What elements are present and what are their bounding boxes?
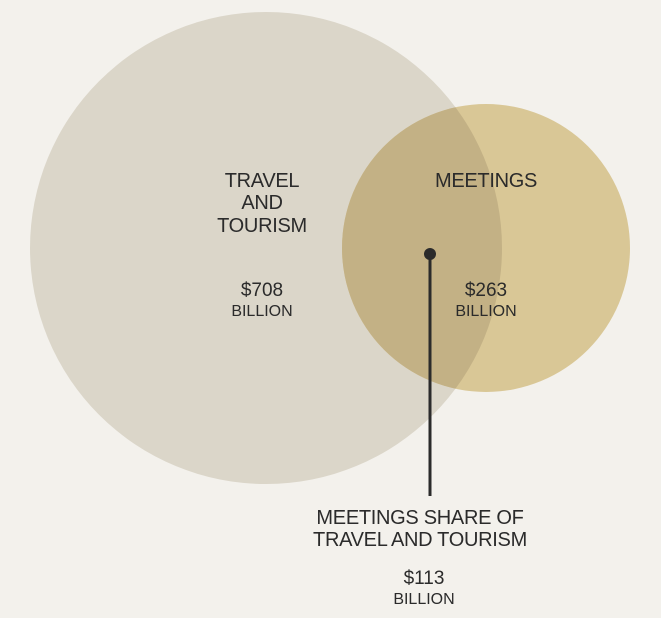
overlap-amount: $113 [403,568,445,589]
travel-unit: BILLION [231,303,293,321]
meetings-title: MEETINGS [434,170,538,192]
travel-tourism-circle [30,12,502,484]
travel-title-line-3: TOURISM [217,214,307,237]
travel-amount: $708 [240,280,284,301]
meetings-amount: $263 [464,280,508,301]
travel-title-line-2: AND [241,192,283,215]
meetings-unit: BILLION [455,303,517,321]
pointer-dot [424,248,436,260]
travel-title-line-1: TRAVEL [224,170,300,192]
meetings-value-group: $263 BILLION [426,280,546,321]
overlap-label-group: MEETINGS SHARE OF TRAVEL AND TOURISM [280,507,560,552]
overlap-unit: BILLION [393,591,455,609]
overlap-value-group: $113 BILLION [364,568,484,609]
meetings-label-group: MEETINGS [416,170,556,192]
travel-value-group: $708 BILLION [202,280,322,321]
overlap-title-line-1: MEETINGS SHARE OF [316,507,524,529]
travel-label-group: TRAVEL AND TOURISM [192,170,332,237]
overlap-region [342,104,502,392]
overlap-title-line-2: TRAVEL AND TOURISM [313,529,527,552]
